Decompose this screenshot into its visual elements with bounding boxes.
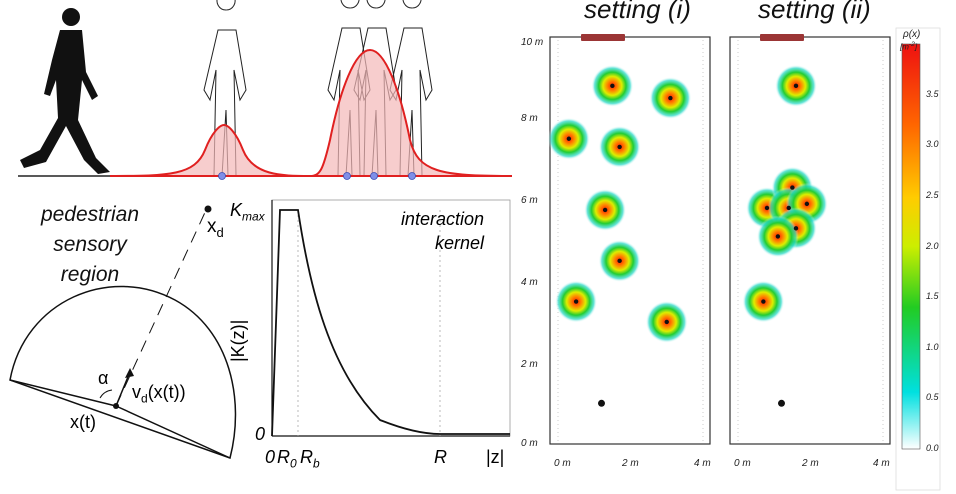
kernel-ylabel: |K(z)| (228, 319, 248, 362)
colorbar-tick-label: 1.0 (926, 341, 939, 352)
walking-pedestrian-silhouette (20, 8, 110, 174)
colorbar-tick-label: 2.0 (926, 240, 939, 251)
colorbar-tick-label: 1.5 (926, 291, 939, 302)
colorbar-title: ρ(x) (903, 29, 921, 40)
colorbar (895, 27, 941, 491)
xaxis-i-2: 2 m (622, 458, 639, 469)
setting-ii-title: setting (ii) (758, 0, 871, 24)
pedestrian-point (566, 136, 572, 141)
pedestrian-point (764, 205, 770, 211)
density-curve (109, 48, 513, 178)
kernel-xtick-0: 0 (265, 447, 276, 467)
kernel-plot (271, 199, 511, 437)
velocity-arrow (115, 371, 131, 407)
pedestrian-point (602, 207, 608, 213)
heatmap-setting-i (547, 64, 692, 407)
sensory-title-line-1: pedestrian (40, 203, 140, 226)
xaxis-i-4: 4 m (694, 458, 711, 469)
pedestrian-point (804, 201, 810, 207)
yaxis-label-8: 8 m (521, 113, 538, 124)
target-point (598, 399, 605, 407)
kernel-title-line-1: interaction (400, 209, 484, 229)
kernel-title: interaction kernel (372, 207, 484, 255)
pedestrian-point (786, 205, 791, 211)
pedestrian-point (761, 299, 766, 304)
position-dot (113, 403, 119, 409)
kernel-xtick-rb: Rb (300, 447, 320, 471)
pedestrian-point (790, 185, 795, 190)
yaxis-label-4: 4 m (521, 277, 538, 288)
setting-i-title: setting (i) (584, 0, 691, 24)
xaxis-i-0: 0 m (554, 458, 571, 469)
sensory-region (9, 207, 237, 459)
xaxis-ii-0: 0 m (734, 458, 751, 469)
yaxis-label-6: 6 m (521, 195, 538, 206)
colorbar-tick-label: 3.5 (926, 88, 939, 99)
sensory-title-line-3: region (60, 263, 120, 286)
kmax-label: Kmax (230, 200, 265, 224)
colorbar-tick-label: 0.5 (926, 392, 939, 403)
pedestrian-point (793, 83, 799, 89)
colorbar-tick-label: 2.5 (926, 189, 939, 200)
velocity-arrowhead (125, 368, 134, 378)
pedestrian-point (664, 319, 669, 325)
xaxis-ii-4: 4 m (873, 458, 890, 469)
pedestrian-point (617, 144, 622, 150)
yaxis-label-2: 2 m (521, 359, 538, 370)
colorbar-tick-label: 0.0 (926, 443, 939, 453)
target-dot (204, 205, 212, 213)
target-point (778, 399, 785, 407)
position-markers (218, 172, 416, 180)
colorbar-tick-label: 3.0 (926, 139, 939, 150)
pedestrian-point (793, 226, 799, 231)
velocity-label: vd(x(t)) (132, 382, 186, 406)
xaxis-ii-2: 2 m (802, 458, 819, 469)
colorbar-unit: [m-2] (900, 41, 918, 52)
position-label: x(t) (70, 412, 96, 432)
pedestrian-point (573, 299, 579, 304)
sensory-title-line-2: sensory (53, 233, 127, 256)
pedestrian-point (775, 234, 781, 239)
yaxis-label-10: 10 m (521, 37, 544, 48)
kernel-xlabel: |z| (486, 447, 505, 467)
pedestrian-point (610, 83, 615, 89)
kernel-title-line-2: kernel (434, 233, 484, 253)
kernel-xtick-r0: R0 (277, 447, 297, 471)
sensory-region-title: pedestrian sensory region (25, 200, 155, 290)
kernel-zero-y: 0 (255, 424, 266, 444)
xd-label: xd (207, 216, 224, 240)
alpha-label: α (98, 368, 109, 388)
kernel-xtick-r: R (434, 447, 447, 467)
pedestrian-point (617, 258, 622, 264)
pedestrian-point (668, 95, 673, 101)
yaxis-label-0: 0 m (521, 438, 538, 449)
heatmap-setting-ii (742, 64, 828, 407)
